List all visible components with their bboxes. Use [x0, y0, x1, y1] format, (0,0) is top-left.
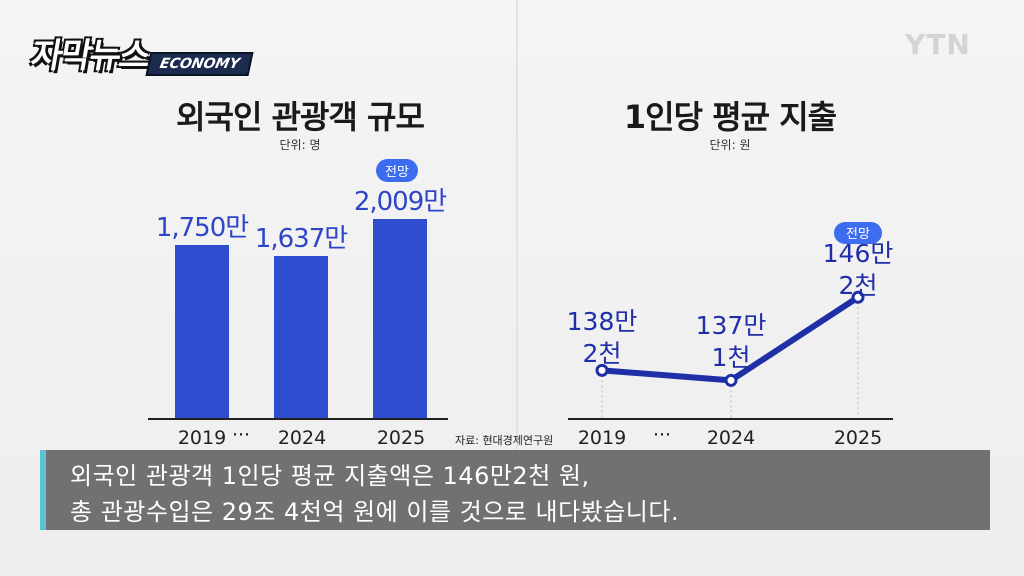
forecast-badge: 전망 — [376, 158, 418, 182]
left-x-axis — [148, 418, 448, 420]
point-value-label-2019-2: 2천 — [583, 339, 622, 368]
broadcaster-watermark: YTN — [905, 28, 971, 61]
right-chart-unit: 단위: 원 — [709, 138, 751, 152]
bar-2024 — [274, 255, 328, 418]
left-chart-unit: 단위: 명 — [279, 138, 321, 152]
x-label-2019: 2019 — [577, 427, 627, 449]
x-label-2024: 2024 — [277, 427, 327, 449]
left-chart-title: 외국인 관광객 규모 — [176, 98, 425, 136]
bar-value-label-2025: 2,009만 — [353, 186, 447, 217]
caption-box: 외국인 관광객 1인당 평균 지출액은 146만2천 원, 총 관광수입은 29… — [40, 450, 990, 530]
bar-2025 — [373, 218, 427, 418]
forecast-badge: 전망 — [834, 222, 882, 244]
bar-value-label-2024: 1,637만 — [254, 223, 348, 254]
x-label-2025: 2025 — [376, 427, 426, 449]
x-ellipsis: ··· — [231, 424, 251, 446]
data-point-2024 — [724, 373, 738, 387]
x-label-2019: 2019 — [177, 427, 227, 449]
forecast-badge-label: 전망 — [846, 227, 870, 242]
point-value-label-2024-1: 137만 — [696, 311, 767, 340]
panel-divider — [516, 0, 518, 450]
x-ellipsis: ··· — [652, 424, 672, 446]
x-label-2025: 2025 — [833, 427, 883, 449]
right-chart-title: 1인당 평균 지출 — [623, 98, 837, 136]
caption-line-2: 총 관광수입은 29조 4천억 원에 이를 것으로 내다봤습니다. — [70, 498, 680, 526]
data-point-2025 — [851, 290, 865, 304]
point-value-label-2019-1: 138만 — [567, 307, 638, 336]
forecast-badge-bg — [834, 222, 882, 244]
data-point-2019 — [595, 363, 609, 377]
x-label-2024: 2024 — [706, 427, 756, 449]
caption-line-1: 외국인 관광객 1인당 평균 지출액은 146만2천 원, — [70, 462, 590, 490]
bar-value-label-2019: 1,750만 — [155, 212, 249, 243]
point-value-label-2025-2: 2천 — [839, 271, 878, 300]
point-value-label-2024-2: 1천 — [712, 343, 751, 372]
bar-2019 — [175, 244, 229, 418]
data-source: 자료: 현대경제연구원 — [455, 434, 554, 447]
right-x-axis — [568, 418, 893, 420]
